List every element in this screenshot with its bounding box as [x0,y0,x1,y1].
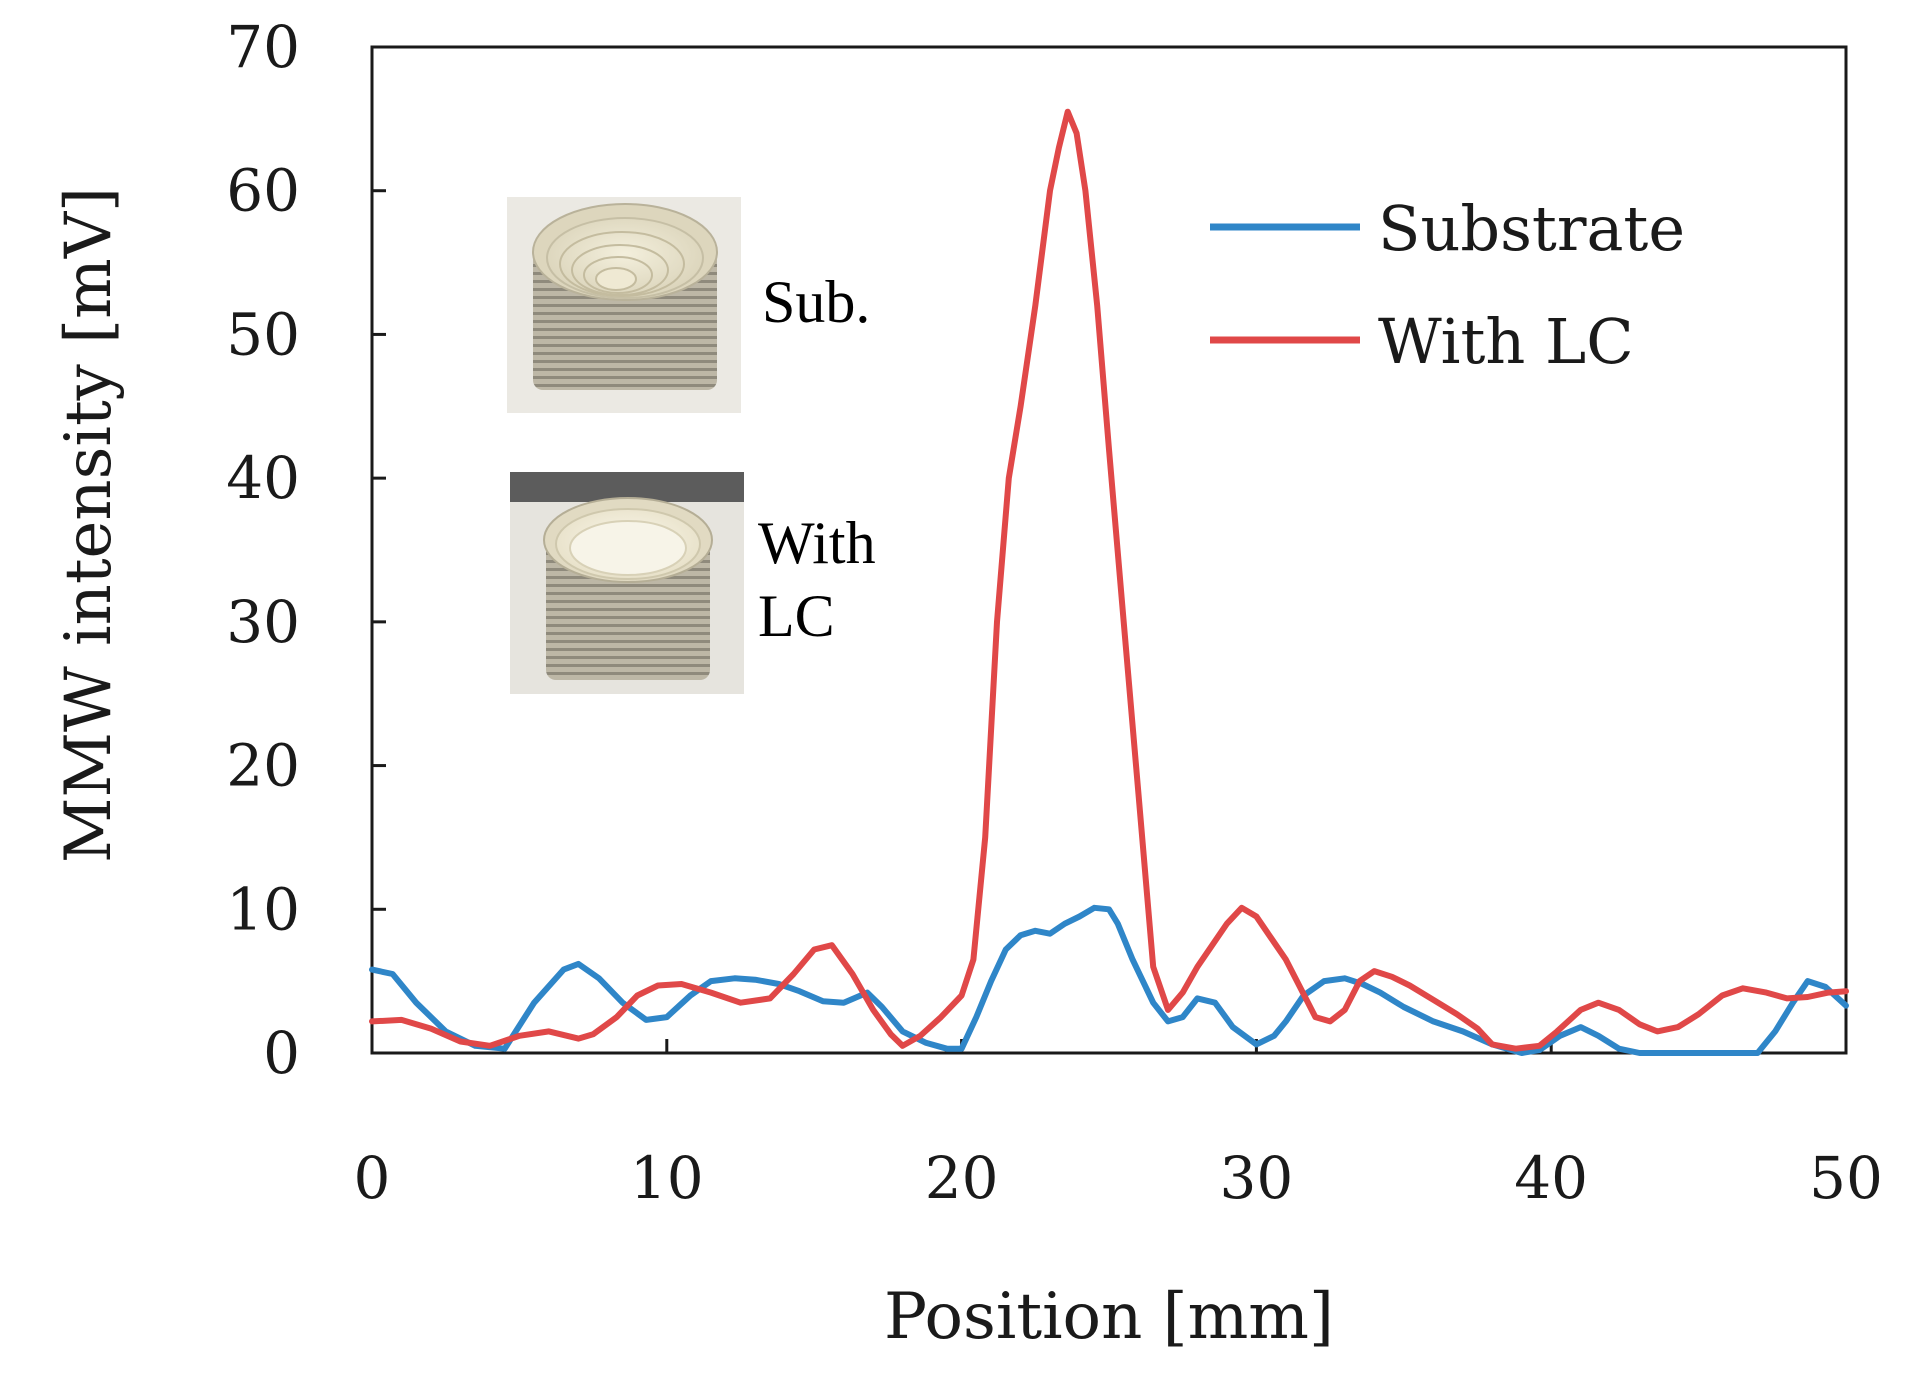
legend-label-substrate: Substrate [1378,192,1685,265]
y-tick-label: 50 [226,300,300,368]
y-tick-label: 70 [226,13,300,81]
inset-label-with-lc-line1: With [758,510,876,576]
y-axis-title: MMW intensity [mV] [52,187,126,863]
series-line-substrate [369,904,1849,1056]
y-axis: 0 10 20 30 40 50 60 70 [226,13,386,1087]
x-axis-title: Position [mm] [884,1280,1334,1354]
x-tick-label: 50 [1809,1144,1883,1212]
plot-frame [370,45,1848,1055]
y-tick-label: 60 [226,157,300,225]
x-tick-label: 40 [1514,1144,1588,1212]
x-tick-label: 20 [925,1144,999,1212]
y-tick-label: 10 [226,875,300,943]
x-axis: 0 10 20 30 40 50 [354,1039,1883,1212]
x-tick-label: 30 [1219,1144,1293,1212]
inset-photo-substrate [507,197,741,413]
series-line-with-lc [369,108,1849,1052]
y-tick-label: 40 [226,444,300,512]
x-tick-label: 10 [630,1144,704,1212]
inset-photo-with-lc [510,472,744,694]
legend: Substrate With LC [1210,192,1685,378]
y-tick-label: 20 [226,732,300,800]
inset-label-substrate: Sub. [762,269,870,335]
y-tick-label: 0 [263,1019,300,1087]
inset-label-with-lc-line2: LC [758,583,835,649]
series-group [369,108,1849,1056]
x-tick-label: 0 [354,1144,391,1212]
legend-label-with-lc: With LC [1378,305,1634,378]
y-tick-label: 30 [226,588,300,656]
